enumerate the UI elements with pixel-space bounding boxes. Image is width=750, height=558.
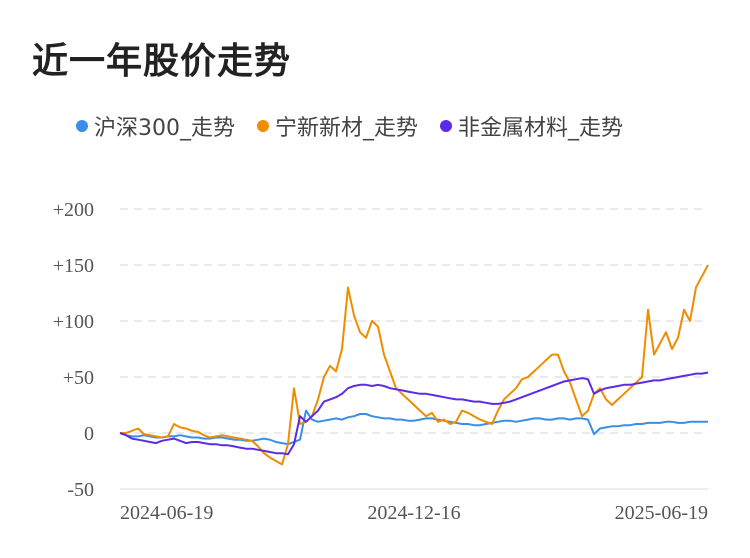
chart-title: 近一年股价走势 [32, 41, 292, 82]
y-tick-label: +100 [53, 311, 94, 333]
y-axis-ticks: +200 +150 +100 +50 0 -50 [53, 199, 94, 501]
legend-label-nonmetal: 非金属材料_走势 [458, 116, 624, 141]
series-line-0 [119, 409, 708, 446]
series-line-2 [119, 371, 709, 456]
y-tick-label: +50 [63, 367, 94, 389]
legend-marker-hs300 [76, 120, 88, 132]
gridlines [120, 208, 708, 490]
y-tick-label: 0 [84, 423, 94, 445]
series-line-1 [120, 264, 709, 466]
x-axis-ticks: 2024-06-19 2024-12-16 2025-06-19 [120, 502, 708, 524]
legend-label-ningxin: 宁新新材_走势 [275, 116, 419, 141]
legend-item-nonmetal[interactable]: 非金属材料_走势 [440, 110, 623, 142]
legend-item-ningxin[interactable]: 宁新新材_走势 [257, 110, 418, 142]
legend-item-hs300[interactable]: 沪深300_走势 [76, 110, 235, 142]
y-tick-label: +200 [53, 199, 94, 221]
series-lines [119, 264, 709, 466]
y-tick-label: -50 [67, 479, 94, 501]
x-tick-label: 2024-12-16 [367, 502, 460, 524]
legend-label-hs300: 沪深300_走势 [94, 116, 235, 141]
y-tick-label: +150 [53, 255, 94, 277]
x-tick-label: 2025-06-19 [615, 502, 708, 524]
chart-legend: 沪深300_走势 宁新新材_走势 非金属材料_走势 [76, 110, 623, 142]
x-tick-label: 2024-06-19 [120, 502, 213, 524]
legend-marker-ningxin [257, 120, 269, 132]
legend-marker-nonmetal [440, 120, 453, 132]
